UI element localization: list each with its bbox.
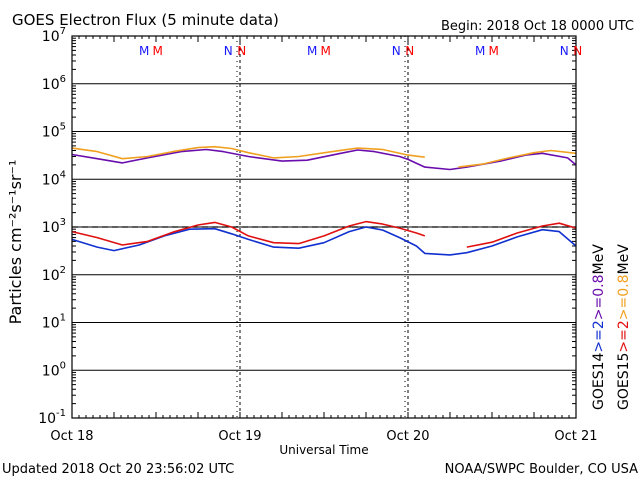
marker-m: M — [489, 44, 499, 58]
marker-n: N — [237, 44, 246, 58]
y-tick-label-1e7: 107 — [42, 26, 66, 45]
y-tick-base: 10 — [42, 29, 60, 45]
y-tick-exponent: 6 — [60, 74, 66, 85]
legend-goes15-2mev: >=2 — [616, 320, 632, 352]
marker-m: M — [307, 44, 317, 58]
series-4-segment-1 — [71, 220, 426, 246]
y-tick-base: 10 — [38, 411, 56, 427]
marker-n: N — [224, 44, 233, 58]
y-tick-base: 10 — [42, 316, 60, 332]
marker-n: N — [560, 44, 569, 58]
marker-n: N — [405, 44, 414, 58]
begin-date: Begin: 2018 Oct 18 0000 UTC — [441, 19, 634, 34]
y-tick-exponent: 3 — [60, 217, 66, 228]
legend-unit-15: MeV — [616, 244, 632, 275]
marker-m: M — [321, 44, 331, 58]
series-2-segment-1 — [71, 145, 425, 160]
y-tick-exponent: -1 — [56, 408, 66, 419]
legend-goes14-text: GOES14>=2>=0.8MeV — [591, 244, 607, 410]
legend-unit-14: MeV — [591, 244, 607, 275]
plot-frame — [71, 35, 577, 419]
y-tick-base: 10 — [42, 77, 60, 93]
y-tick-label-1e3: 103 — [42, 217, 66, 236]
x-tick-label: Oct 21 — [554, 429, 597, 444]
y-tick-exponent: 4 — [60, 169, 66, 180]
marker-m: M — [139, 44, 149, 58]
series-2-segment-2 — [458, 149, 577, 168]
legend-goes14-2mev: >=2 — [591, 320, 607, 352]
y-tick-label-1e0: 100 — [42, 360, 66, 379]
y-tick-base: 10 — [42, 172, 60, 188]
y-axis-label: Particles cm⁻²s⁻¹sr⁻¹ — [6, 160, 25, 325]
marker-m: M — [475, 44, 485, 58]
x-axis-label: Universal Time — [279, 443, 368, 457]
x-tick-label: Oct 18 — [50, 429, 93, 444]
marker-n: N — [573, 44, 582, 58]
legend-goes14-name: GOES14 — [591, 352, 607, 410]
y-tick-label-1e2: 102 — [42, 265, 66, 284]
y-tick-label-1e6: 106 — [42, 74, 66, 93]
credit: NOAA/SWPC Boulder, CO USA — [445, 462, 638, 477]
y-tick-exponent: 2 — [60, 265, 66, 276]
y-tick-base: 10 — [42, 125, 60, 141]
y-tick-label-1e4: 104 — [42, 169, 66, 188]
legend: GOES14>=2>=0.8MeV GOES15>=2>=0.8MeV — [591, 244, 632, 410]
y-tick-label-1e1: 101 — [42, 313, 66, 332]
legend-goes14-08mev: >=0.8 — [591, 274, 607, 320]
legend-goes15-08mev: >=0.8 — [616, 274, 632, 320]
y-tick-base: 10 — [42, 220, 60, 236]
x-tick-label: Oct 20 — [386, 429, 429, 444]
y-tick-base: 10 — [42, 363, 60, 379]
legend-goes15-text: GOES15>=2>=0.8MeV — [616, 244, 632, 410]
marker-n: N — [392, 44, 401, 58]
legend-goes15-name: GOES15 — [616, 353, 632, 410]
y-tick-base: 10 — [42, 268, 60, 284]
y-axis-label-text: Particles cm⁻²s⁻¹sr⁻¹ — [6, 160, 25, 325]
marker-m: M — [153, 44, 163, 58]
y-tick-label-1e-1: 10-1 — [38, 408, 66, 427]
series-4-segment-2 — [466, 222, 577, 248]
series-1-segment-1 — [71, 148, 577, 171]
updated-timestamp: Updated 2018 Oct 20 23:56:02 UTC — [2, 462, 234, 477]
y-tick-label-1e5: 105 — [42, 122, 66, 141]
x-tick-label: Oct 19 — [218, 429, 261, 444]
chart-title: GOES Electron Flux (5 minute data) — [12, 11, 279, 29]
y-tick-exponent: 5 — [60, 122, 66, 133]
y-tick-exponent: 0 — [60, 360, 66, 371]
y-tick-exponent: 1 — [60, 313, 66, 324]
y-tick-exponent: 7 — [60, 26, 66, 37]
